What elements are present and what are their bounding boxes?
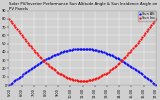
Sun Inc	[13, 24, 15, 26]
Line: Sun Inc: Sun Inc	[8, 18, 157, 82]
Sun Alt	[82, 48, 84, 49]
Sun Inc	[155, 18, 157, 20]
Sun Inc	[8, 18, 10, 20]
Sun Alt	[19, 76, 21, 77]
Legend: Sun Alt, Sun Inc: Sun Alt, Sun Inc	[138, 11, 156, 21]
Sun Alt	[8, 84, 10, 86]
Sun Alt	[47, 58, 48, 59]
Sun Inc	[83, 80, 85, 82]
Sun Inc	[82, 80, 84, 82]
Sun Inc	[19, 32, 21, 34]
Sun Inc	[47, 64, 48, 65]
Sun Alt	[94, 49, 96, 50]
Sun Alt	[13, 81, 15, 82]
Sun Alt	[83, 48, 85, 49]
Sun Inc	[123, 58, 125, 59]
Sun Alt	[123, 61, 125, 63]
Sun Alt	[155, 84, 157, 86]
Line: Sun Alt: Sun Alt	[8, 48, 157, 86]
Sun Inc	[94, 78, 96, 79]
Text: Solar PV/Inverter Performance Sun Altitude Angle & Sun Incidence Angle on PV Pan: Solar PV/Inverter Performance Sun Altitu…	[9, 2, 158, 11]
